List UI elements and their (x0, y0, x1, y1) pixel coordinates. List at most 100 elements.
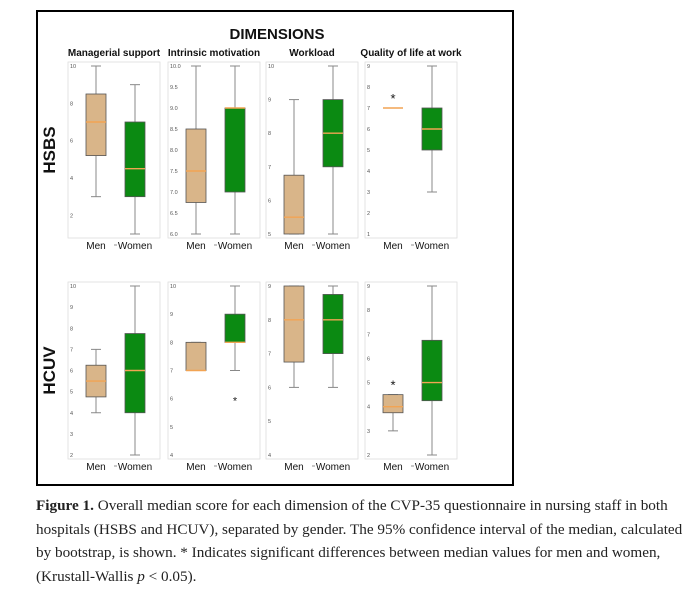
row-label: HCUV (40, 346, 59, 395)
y-tick-label: 6 (268, 385, 271, 391)
y-tick-label: 6.0 (170, 232, 178, 238)
caption-p: p (137, 567, 145, 585)
y-tick-label: 8 (70, 101, 73, 107)
category-label: Men (86, 241, 105, 252)
category-label: Men (86, 462, 105, 473)
box-women (124, 121, 146, 198)
category-label: Women (415, 462, 449, 473)
y-tick-label: 8 (70, 326, 73, 332)
figure-box: DIMENSIONS Managerial support Intrinsic mo… (36, 10, 514, 486)
y-tick-label: 5 (70, 390, 73, 396)
column-header: Managerial support (68, 48, 161, 59)
y-tick-label: 7 (170, 369, 173, 375)
y-tick-label: 2 (367, 453, 370, 459)
category-label: Men (383, 241, 402, 252)
caption-text: Overall median score for each dimension … (36, 497, 683, 585)
y-tick-label: 8.5 (170, 127, 178, 133)
y-tick-label: 4 (367, 405, 370, 411)
category-label: Women (218, 462, 252, 473)
figure-caption: Figure 1. Overall median score for each … (36, 494, 692, 588)
box-men (382, 394, 404, 414)
category-label: Women (218, 241, 252, 252)
category-label: Men (186, 462, 205, 473)
y-tick-label: 7 (70, 347, 73, 353)
box-men (185, 128, 207, 203)
y-tick-label: 9 (70, 305, 73, 311)
y-tick-label: 8 (268, 318, 271, 324)
y-tick-label: 2 (367, 211, 370, 217)
y-tick-label: 9 (170, 312, 173, 318)
y-tick-label: 8 (367, 85, 370, 91)
y-tick-label: 4 (170, 453, 173, 459)
y-tick-label: 9 (268, 98, 271, 104)
y-tick-label: 9 (367, 284, 370, 290)
category-label: Men (186, 241, 205, 252)
y-tick-label: 8 (170, 340, 173, 346)
y-tick-label: 5 (170, 425, 173, 431)
y-tick-label: 3 (70, 432, 73, 438)
box-men (283, 285, 305, 363)
box-women (124, 333, 146, 414)
y-tick-label: 4 (70, 176, 73, 182)
y-tick-label: 10 (268, 64, 274, 70)
box-men (85, 93, 107, 156)
y-tick-label: 2 (70, 453, 73, 459)
box-men (283, 174, 305, 235)
box-men (185, 341, 207, 371)
category-label: Men (383, 462, 402, 473)
box-women (421, 339, 443, 402)
y-tick-label: 8.0 (170, 148, 178, 154)
column-header: Intrinsic motivation (168, 48, 260, 59)
y-tick-label: 9 (268, 284, 271, 290)
significance-marker: * (390, 378, 395, 393)
category-label: Women (316, 241, 350, 252)
y-tick-label: 3 (367, 429, 370, 435)
y-tick-label: 6 (367, 356, 370, 362)
category-label: Women (118, 241, 152, 252)
caption-label: Figure 1. (36, 497, 94, 514)
y-tick-label: 5 (367, 381, 370, 387)
y-tick-label: 7 (367, 332, 370, 338)
y-tick-label: 9 (367, 64, 370, 70)
category-label: Women (316, 462, 350, 473)
y-tick-label: 4 (70, 411, 73, 417)
y-tick-label: 10.0 (170, 64, 181, 70)
y-tick-label: 7 (268, 352, 271, 358)
y-tick-label: 7 (268, 165, 271, 171)
row-label: HSBS (40, 126, 59, 173)
column-header: Quality of life at work (360, 48, 462, 59)
outlier-marker: * (233, 396, 238, 408)
y-tick-label: 5 (268, 419, 271, 425)
y-tick-label: 5 (367, 148, 370, 154)
y-tick-label: 7 (367, 106, 370, 112)
y-tick-label: 4 (268, 453, 271, 459)
y-tick-label: 2 (70, 213, 73, 219)
panel-frame (364, 61, 458, 239)
y-tick-label: 5 (268, 232, 271, 238)
boxplot-grid: DIMENSIONS Managerial support Intrinsic mo… (40, 26, 462, 473)
box-women (224, 107, 246, 193)
category-label: Men (284, 462, 303, 473)
y-tick-label: 3 (367, 190, 370, 196)
panel-frame (265, 281, 359, 460)
y-tick-label: 8 (268, 131, 271, 137)
category-label: Women (118, 462, 152, 473)
y-tick-label: 6.5 (170, 211, 178, 217)
box-women (322, 294, 344, 355)
panel-frame (265, 61, 359, 239)
y-tick-label: 8 (367, 308, 370, 314)
y-tick-label: 6 (268, 198, 271, 204)
y-tick-label: 10 (70, 284, 76, 290)
panel-frame (67, 281, 161, 460)
y-tick-label: 7.0 (170, 190, 178, 196)
y-tick-label: 10 (170, 284, 176, 290)
y-tick-label: 9.5 (170, 85, 178, 91)
category-label: Women (415, 241, 449, 252)
y-tick-label: 6 (70, 139, 73, 145)
chart-title: DIMENSIONS (229, 26, 324, 43)
y-tick-label: 1 (367, 232, 370, 238)
column-header: Workload (289, 48, 334, 59)
y-tick-label: 10 (70, 64, 76, 70)
panel-frame (167, 281, 261, 460)
box-women (224, 313, 246, 343)
